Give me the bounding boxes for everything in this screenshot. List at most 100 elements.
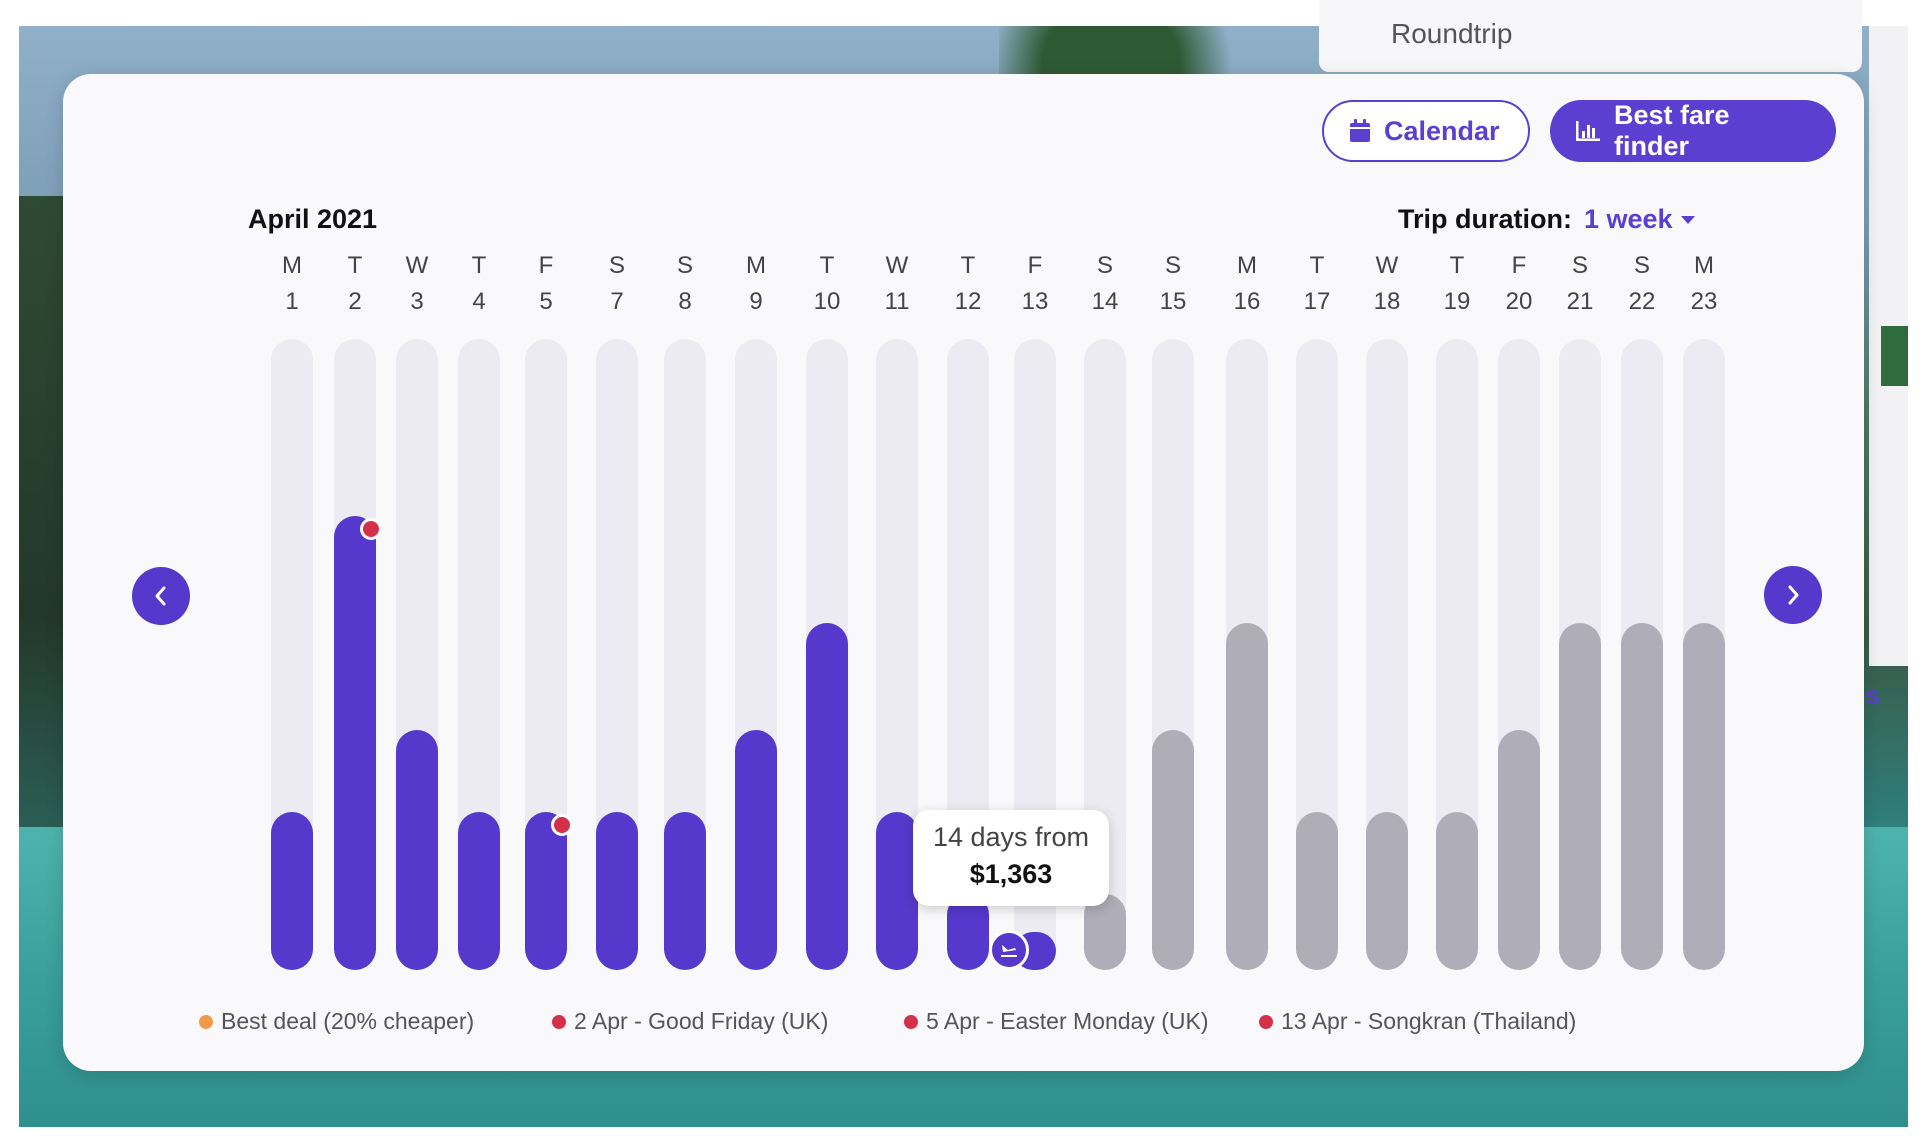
holiday-marker-dot: [551, 814, 573, 836]
date-label: 4: [472, 288, 486, 315]
weekday-label: M: [1694, 252, 1714, 279]
next-month-button[interactable]: [1764, 566, 1822, 624]
price-bar-day-16[interactable]: [1226, 623, 1268, 970]
date-label: 10: [813, 288, 841, 315]
date-label: 9: [749, 288, 763, 315]
weekday-label: M: [746, 252, 766, 279]
date-label: 13: [1021, 288, 1049, 315]
weekday-label: S: [608, 252, 625, 279]
price-bar-day-2[interactable]: [334, 516, 376, 970]
month-label: April 2021: [248, 204, 378, 234]
caret-down-icon: [1680, 215, 1695, 224]
price-bar-day-7[interactable]: [596, 812, 638, 970]
weekday-label: T: [960, 252, 976, 279]
date-label: 20: [1505, 288, 1533, 315]
legend-item: 13 Apr - Songkran (Thailand): [1259, 1008, 1576, 1035]
date-label: 1: [285, 288, 299, 315]
bar-track: [1296, 339, 1338, 970]
fare-finder-modal: Calendar Best fare finder April 2021 Tri…: [63, 74, 1864, 1071]
date-label: 5: [539, 288, 553, 315]
date-label: 21: [1566, 288, 1594, 315]
calendar-icon: [1350, 119, 1370, 142]
weekday-label: W: [885, 252, 909, 279]
weekday-label: T: [1449, 252, 1465, 279]
chevron-right-icon: [1788, 585, 1799, 605]
date-label: 12: [954, 288, 982, 315]
bar-track: [806, 339, 848, 970]
bar-track: [525, 339, 567, 970]
legend-dot: [552, 1014, 566, 1029]
date-label: 2: [348, 288, 362, 315]
trip-duration: Trip duration: 1 week: [1398, 204, 1695, 235]
price-bar-day-9[interactable]: [735, 730, 777, 970]
bar-track: [271, 339, 313, 970]
legend-label: 5 Apr - Easter Monday (UK): [926, 1008, 1209, 1034]
weekday-label: T: [471, 252, 487, 279]
bar-track: [664, 339, 706, 970]
weekday-label: T: [347, 252, 363, 279]
legend-dot: [904, 1014, 918, 1029]
legend-dot: [1259, 1014, 1273, 1029]
date-label: 18: [1373, 288, 1401, 315]
price-bar-day-14[interactable]: [1084, 894, 1126, 970]
tooltip-price: $1,363: [969, 859, 1053, 889]
legend-item: 5 Apr - Easter Monday (UK): [904, 1008, 1209, 1035]
bar-track: [334, 339, 376, 970]
legend-dot: [199, 1014, 213, 1029]
date-label: 14: [1091, 288, 1119, 315]
price-bar-day-8[interactable]: [664, 812, 706, 970]
price-bar-day-4[interactable]: [458, 812, 500, 970]
date-label: 15: [1159, 288, 1187, 315]
bar-track: [596, 339, 638, 970]
background-side-thumbnail: [1881, 326, 1908, 386]
weekday-label: S: [676, 252, 693, 279]
bar-track: [458, 339, 500, 970]
bar-track: [1152, 339, 1194, 970]
price-bar-day-23[interactable]: [1683, 623, 1725, 970]
price-bar-day-20[interactable]: [1498, 730, 1540, 970]
price-bar-day-17[interactable]: [1296, 812, 1338, 970]
tooltip-duration: 14 days from: [932, 822, 1090, 852]
calendar-button[interactable]: Calendar: [1322, 100, 1530, 162]
price-bar-day-10[interactable]: [806, 623, 848, 970]
bar-track: [396, 339, 438, 970]
price-bar-day-22[interactable]: [1621, 623, 1663, 970]
date-label: 17: [1303, 288, 1331, 315]
price-bar-day-21[interactable]: [1559, 623, 1601, 970]
price-bar-day-18[interactable]: [1366, 812, 1408, 970]
trip-type-value: Roundtrip: [1391, 18, 1513, 49]
bar-track: [1436, 339, 1478, 970]
weekday-label: M: [282, 252, 302, 279]
price-bar-day-1[interactable]: [271, 812, 313, 970]
weekday-label: S: [1633, 252, 1650, 279]
bar-track: [735, 339, 777, 970]
weekday-label: W: [405, 252, 429, 279]
best-fare-finder-button[interactable]: Best fare finder: [1550, 100, 1836, 162]
price-bar-day-5[interactable]: [525, 812, 567, 970]
price-bar-day-12[interactable]: [947, 894, 989, 970]
date-label: 23: [1690, 288, 1718, 315]
price-bar-day-19[interactable]: [1436, 812, 1478, 970]
trip-duration-dropdown[interactable]: 1 week: [1584, 204, 1695, 235]
bar-track: [1683, 339, 1725, 970]
holiday-marker-dot: [360, 518, 382, 540]
price-bar-day-15[interactable]: [1152, 730, 1194, 970]
price-bar-day-3[interactable]: [396, 730, 438, 970]
trip-duration-label: Trip duration:: [1398, 204, 1572, 234]
weekday-label: F: [1027, 252, 1043, 279]
chevron-left-icon: [155, 586, 166, 606]
legend-item: Best deal (20% cheaper): [199, 1008, 474, 1035]
bar-track: [1559, 339, 1601, 970]
bar-track: [1226, 339, 1268, 970]
weekday-label: S: [1571, 252, 1588, 279]
previous-month-button[interactable]: [132, 567, 190, 625]
trip-type-field[interactable]: Roundtrip: [1319, 0, 1862, 72]
date-label: 19: [1443, 288, 1471, 315]
weekday-label: T: [819, 252, 835, 279]
legend-item: 2 Apr - Good Friday (UK): [552, 1008, 828, 1035]
bar-track: [1498, 339, 1540, 970]
weekday-label: F: [538, 252, 554, 279]
price-bar-day-11[interactable]: [876, 812, 918, 970]
calendar-button-label: Calendar: [1384, 115, 1500, 146]
date-label: 22: [1628, 288, 1656, 315]
